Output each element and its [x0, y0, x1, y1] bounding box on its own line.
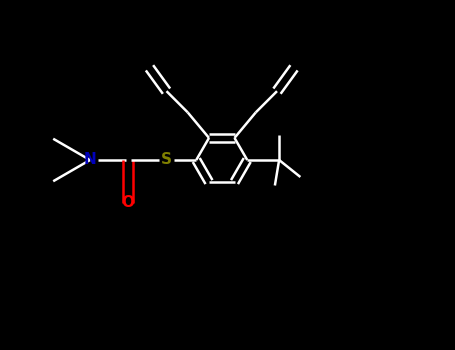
Text: S: S — [161, 153, 172, 168]
Text: N: N — [84, 153, 96, 168]
Text: O: O — [122, 195, 135, 210]
